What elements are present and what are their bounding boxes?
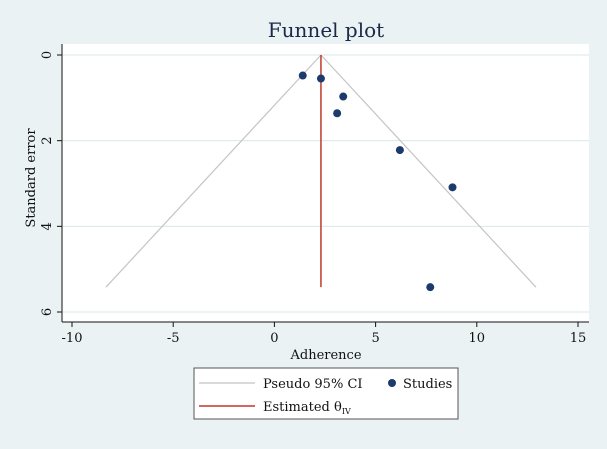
study-point [298, 71, 307, 80]
y-tick-label: 2 [40, 137, 55, 145]
legend-estimate-label: Estimated θIV [263, 400, 351, 416]
x-tick-label: -10 [62, 331, 83, 346]
legend-box [193, 367, 459, 420]
ci-line-left [105, 54, 322, 288]
study-point [316, 74, 325, 83]
points-layer [298, 71, 457, 292]
x-tick-label: 5 [371, 331, 379, 346]
plot-area [62, 44, 589, 322]
funnel-layer [105, 54, 537, 288]
x-tick-label: 10 [469, 331, 486, 346]
x-axis-label: Adherence [289, 348, 361, 363]
y-tick-label: 4 [40, 222, 55, 230]
y-tick-label: 6 [40, 308, 55, 316]
x-tick-label: -5 [167, 331, 180, 346]
study-point [426, 283, 435, 292]
x-tick-label: 0 [270, 331, 278, 346]
legend-ci-label: Pseudo 95% CI [263, 377, 363, 392]
legend-estimate-subscript: IV [342, 407, 351, 416]
x-tick-label: 15 [570, 331, 587, 346]
grid-layer [63, 54, 589, 313]
axes-layer: -10 -5 0 5 10 15 0 2 4 6 [40, 44, 589, 346]
legend-estimate-text: Estimated θ [263, 400, 342, 415]
study-point [339, 92, 348, 101]
legend: Pseudo 95% CI Studies Estimated θIV [193, 367, 459, 420]
study-point [395, 146, 404, 155]
legend-studies-marker [388, 379, 396, 387]
y-axis-label: Standard error [24, 128, 39, 228]
study-point [333, 109, 342, 118]
legend-studies-label: Studies [403, 377, 452, 392]
y-tick-label: 0 [40, 51, 55, 59]
ci-line-right [320, 54, 537, 288]
chart-title: Funnel plot [268, 18, 384, 42]
study-point [448, 183, 457, 192]
